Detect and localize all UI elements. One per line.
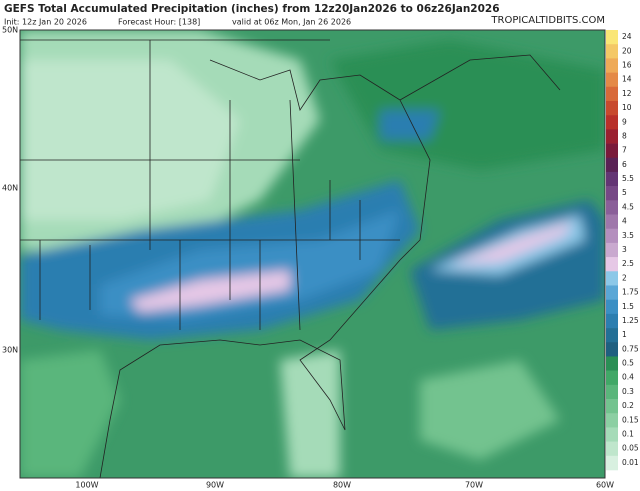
legend-label: 12 [622, 89, 632, 98]
legend-swatch [606, 129, 618, 144]
legend-label: 0.15 [622, 415, 639, 424]
legend-label: 1.25 [622, 316, 639, 325]
legend-swatch [606, 257, 618, 272]
map-frame [19, 29, 606, 479]
legend-swatch [606, 427, 618, 442]
legend-label: 0.2 [622, 401, 634, 410]
legend-label: 5 [622, 188, 627, 197]
legend-swatch [606, 186, 618, 201]
legend-swatch [606, 157, 618, 173]
legend-swatch [606, 356, 618, 371]
init: Init: 12z Jan 20 2026 [4, 18, 87, 27]
legend-swatch [606, 441, 618, 457]
legend-label: 0.05 [622, 444, 639, 453]
legend-label: 0.01 [622, 458, 639, 467]
legend-label: 5.5 [622, 174, 634, 183]
legend-label: 0.5 [622, 359, 634, 368]
legend-label: 0.4 [622, 373, 634, 382]
legend-swatch [606, 30, 618, 45]
longitude-label: 80W [333, 481, 351, 490]
legend-swatch [606, 384, 618, 400]
legend-label: 4.5 [622, 202, 634, 211]
legend-swatch [606, 299, 618, 315]
legend-label: 6 [622, 160, 627, 169]
legend-label: 0.75 [622, 344, 639, 353]
legend-swatch [606, 313, 618, 329]
legend-swatch [606, 200, 618, 215]
site-name: TROPICALTIDBITS.COM [490, 15, 605, 26]
legend-label: 0.3 [622, 387, 634, 396]
legend-label: 14 [622, 75, 632, 84]
legend-swatch [606, 285, 618, 300]
longitude-label: 90W [206, 481, 224, 490]
legend-swatch [606, 328, 618, 343]
legend-swatch [606, 100, 618, 116]
legend-label: 3 [622, 245, 627, 254]
legend-swatch [606, 171, 618, 187]
legend-swatch [606, 271, 618, 286]
legend-label: 7 [622, 146, 627, 155]
title: GEFS Total Accumulated Precipitation (in… [4, 3, 500, 15]
legend-swatch [606, 72, 618, 88]
legend-label: 8 [622, 131, 627, 140]
map-area [20, 30, 605, 478]
legend-swatch [606, 44, 618, 59]
legend-label: 10 [622, 103, 632, 112]
legend-swatch [606, 228, 618, 244]
longitude-label: 70W [465, 481, 483, 490]
legend-label: 1 [622, 330, 627, 339]
legend-swatch [606, 399, 618, 414]
legend-label: 1.5 [622, 302, 634, 311]
longitude-label: 100W [75, 481, 98, 490]
legend-swatch [606, 413, 618, 428]
legend-label: 24 [622, 32, 632, 41]
legend-label: 2 [622, 273, 627, 282]
legend-label: 4 [622, 217, 627, 226]
precip-field [20, 30, 605, 478]
legend-swatch [606, 342, 618, 357]
latitude-label: 40N [2, 184, 18, 193]
legend-swatch [606, 370, 618, 386]
legend-swatch [606, 455, 618, 471]
legend-swatch [606, 143, 618, 159]
valid-time: valid at 06z Mon, Jan 26 2026 [232, 18, 351, 27]
latitude-label: 50N [2, 26, 18, 35]
legend-label: 2.5 [622, 259, 634, 268]
longitude-label: 60W [596, 481, 614, 490]
legend-label: 0.1 [622, 430, 634, 439]
legend-swatch [606, 242, 618, 258]
legend-label: 16 [622, 60, 632, 69]
legend-swatch [606, 58, 618, 73]
legend-label: 20 [622, 46, 632, 55]
legend-label: 3.5 [622, 231, 634, 240]
legend-swatch [606, 115, 618, 130]
legend-swatch [606, 214, 618, 230]
forecast-hour: Forecast Hour: [138] [118, 18, 200, 27]
legend-label: 1.75 [622, 288, 639, 297]
latitude-label: 30N [2, 346, 18, 355]
legend-label: 9 [622, 117, 627, 126]
legend-swatch [606, 86, 618, 102]
boundaries [20, 39, 561, 478]
